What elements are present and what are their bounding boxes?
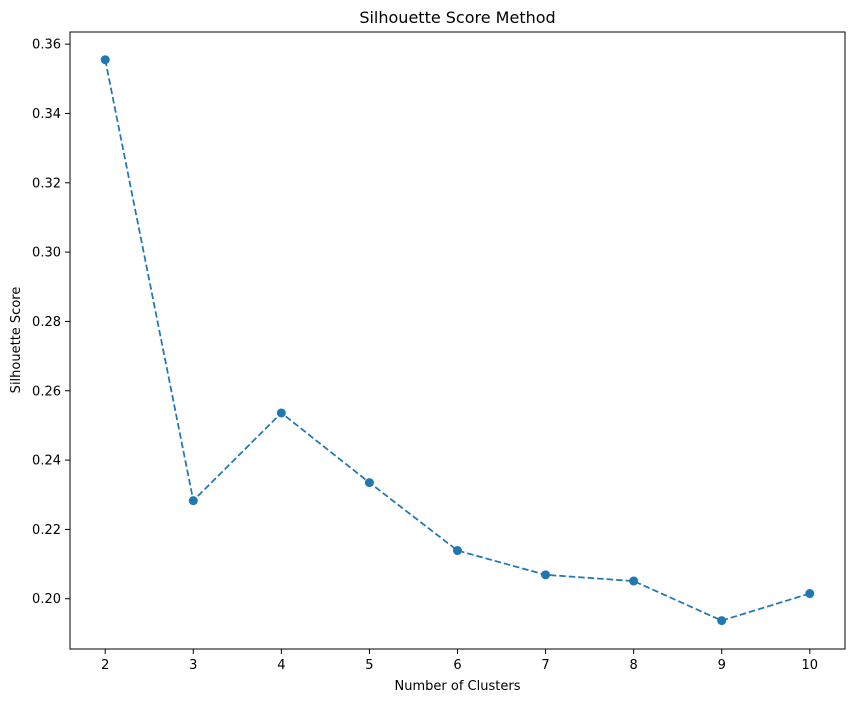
- y-tick-label: 0.24: [32, 454, 61, 469]
- y-tick-label: 0.20: [32, 592, 61, 607]
- points-layer: [100, 55, 815, 626]
- data-point: [100, 55, 110, 65]
- x-tick-label: 6: [453, 658, 461, 673]
- x-tick-label: 9: [718, 658, 726, 673]
- y-tick-label: 0.28: [32, 315, 61, 330]
- data-point: [541, 570, 551, 580]
- data-point: [629, 576, 639, 586]
- data-point: [805, 589, 815, 599]
- y-tick-label: 0.34: [32, 107, 61, 122]
- data-point: [717, 616, 727, 626]
- ticks-layer: 2 3 4 5 6 7 8 9 10 0.20 0.22 0.24 0.26 0.28 0.30 0.32 0.…: [32, 38, 818, 673]
- x-tick-label: 8: [629, 658, 637, 673]
- y-tick-label: 0.26: [32, 384, 61, 399]
- series-line: [104, 59, 811, 622]
- y-tick-label: 0.36: [32, 38, 61, 53]
- x-tick-label: 10: [801, 658, 818, 673]
- y-tick-label: 0.32: [32, 176, 61, 191]
- x-tick-label: 5: [365, 658, 373, 673]
- y-axis-label: Silhouette Score: [9, 287, 24, 394]
- chart-title: Silhouette Score Method: [359, 8, 555, 27]
- y-tick-label: 0.22: [32, 523, 61, 538]
- plot-frame: [69, 31, 846, 650]
- data-point: [453, 546, 462, 556]
- x-tick-label: 7: [541, 658, 549, 673]
- x-tick-label: 3: [189, 658, 197, 673]
- data-point: [188, 496, 198, 506]
- x-tick-label: 4: [277, 658, 285, 673]
- y-tick-label: 0.30: [32, 246, 61, 261]
- x-tick-label: 2: [101, 658, 109, 673]
- data-point: [276, 408, 286, 418]
- x-axis-label: Number of Clusters: [395, 679, 521, 694]
- data-point: [364, 478, 374, 488]
